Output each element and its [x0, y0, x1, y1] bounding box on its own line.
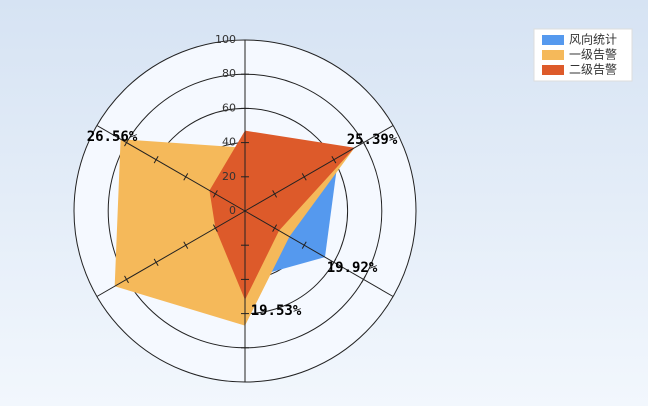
- r-tick-label: 100: [215, 33, 236, 46]
- axis-tick: [153, 258, 159, 267]
- legend-swatch: [542, 65, 564, 75]
- legend-label: 一级告警: [569, 47, 617, 62]
- legend-label: 二级告警: [569, 62, 617, 77]
- axis-tick: [183, 173, 189, 181]
- data-annotation: 19.53%: [251, 303, 302, 319]
- series-area: [209, 130, 355, 300]
- axis-tick: [361, 138, 366, 147]
- spoke: [244, 210, 394, 297]
- legend-label: 风向统计: [569, 32, 617, 47]
- axis-tick: [272, 190, 278, 198]
- legend-swatch: [542, 35, 564, 45]
- r-tick-label: 80: [222, 67, 236, 80]
- axis-tick: [124, 138, 129, 147]
- axis-tick: [212, 190, 218, 198]
- axis-tick: [301, 173, 307, 181]
- axis-tick: [361, 275, 366, 284]
- axis-tick: [331, 155, 337, 164]
- spoke: [244, 125, 394, 212]
- data-annotation: 25.39%: [347, 132, 398, 148]
- spoke: [96, 125, 246, 212]
- data-annotation: 19.92%: [327, 260, 378, 276]
- r-tick-label: 20: [222, 170, 236, 183]
- r-tick-label: 40: [222, 136, 236, 149]
- axis-tick: [153, 155, 159, 164]
- axis-tick: [124, 275, 129, 284]
- axis-tick: [272, 224, 278, 232]
- r-tick-label: 0: [229, 204, 236, 217]
- axis-tick: [301, 241, 307, 249]
- r-tick-label: 60: [222, 101, 236, 114]
- legend-swatch: [542, 50, 564, 60]
- data-annotation: 26.56%: [87, 129, 138, 145]
- axis-tick: [183, 241, 189, 249]
- axis-tick: [212, 224, 218, 232]
- spoke: [96, 210, 246, 297]
- axis-tick: [331, 258, 337, 267]
